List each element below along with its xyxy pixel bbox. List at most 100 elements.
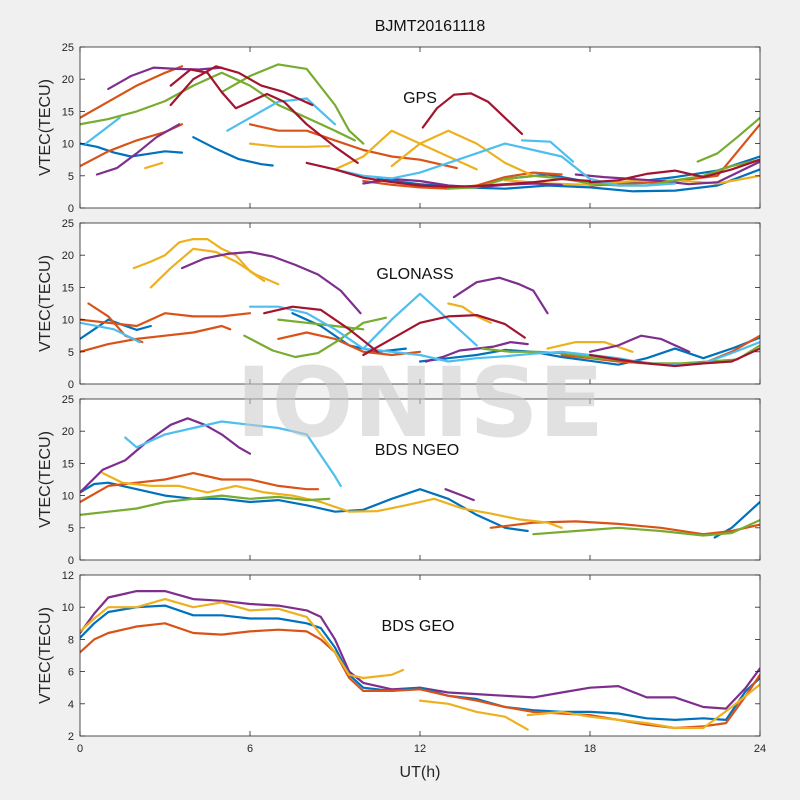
series-line — [574, 160, 760, 186]
series-line — [526, 683, 760, 730]
y-tick-label: 10 — [62, 139, 74, 151]
series-line — [80, 494, 331, 517]
y-tick-label: 6 — [68, 667, 74, 679]
panel-label: BDS GEO — [382, 618, 455, 635]
y-axis-label: VTEC(TECU) — [37, 607, 54, 704]
series-line — [226, 97, 337, 132]
series-line — [132, 238, 266, 283]
series-line — [95, 123, 181, 176]
series-line — [149, 247, 280, 289]
x-tick-label: 12 — [414, 743, 426, 755]
series-line — [444, 488, 475, 502]
y-tick-label: 20 — [62, 250, 74, 262]
y-tick-label: 0 — [68, 379, 74, 391]
x-tick-label: 18 — [584, 743, 596, 755]
series-line — [418, 336, 760, 366]
x-tick-label: 6 — [247, 743, 253, 755]
panel-label: GLONASS — [376, 266, 453, 283]
panel-2: 0 5 10 15 20 25 VTEC(TECU) GLONASS — [37, 218, 761, 391]
y-tick-label: 10 — [62, 315, 74, 327]
y-axis-label: VTEC(TECU) — [37, 79, 54, 176]
y-tick-label: 25 — [62, 42, 74, 54]
plot-area — [80, 399, 760, 560]
series-line — [169, 65, 314, 107]
y-tick-label: 4 — [68, 699, 74, 711]
series-line — [80, 597, 365, 680]
watermark: IONISE — [236, 347, 604, 459]
panel-label: GPS — [403, 90, 437, 107]
series-line — [80, 71, 356, 142]
y-axis-label: VTEC(TECU) — [37, 431, 54, 528]
y-tick-label: 15 — [62, 282, 74, 294]
series-line — [80, 318, 152, 340]
series-line — [546, 341, 634, 353]
x-tick-label: 0 — [77, 743, 83, 755]
panel-label: BDS NGEO — [375, 442, 459, 459]
series-line — [192, 136, 274, 167]
series-line — [696, 116, 760, 163]
figure-title: BJMT20161118 — [375, 18, 486, 35]
series-line — [421, 92, 524, 135]
series-group — [80, 238, 760, 368]
series-line — [588, 334, 691, 353]
y-tick-label: 20 — [62, 426, 74, 438]
series-line — [180, 250, 362, 315]
series-line — [80, 472, 320, 504]
y-tick-label: 10 — [62, 491, 74, 503]
plot-area — [80, 575, 760, 736]
series-line — [80, 324, 232, 353]
series-line — [107, 66, 223, 91]
series-group — [80, 417, 760, 539]
series-line — [520, 139, 575, 163]
y-tick-label: 12 — [62, 570, 74, 582]
y-tick-label: 20 — [62, 74, 74, 86]
series-line — [418, 699, 529, 731]
series-line — [101, 472, 563, 529]
panel-1: 0 5 10 15 20 25 VTEC(TECU) GPS — [37, 42, 761, 215]
series-line — [532, 518, 760, 537]
series-line — [220, 63, 365, 145]
panel-3: 0 5 10 15 20 25 VTEC(TECU) BDS NGEO — [37, 394, 761, 567]
series-line — [390, 129, 535, 177]
y-tick-label: 8 — [68, 634, 74, 646]
series-line — [333, 142, 677, 187]
y-tick-label: 5 — [68, 171, 74, 183]
series-line — [424, 341, 529, 363]
series-line — [447, 158, 760, 190]
series-line — [452, 276, 549, 315]
y-tick-label: 2 — [68, 731, 74, 743]
y-tick-label: 0 — [68, 555, 74, 567]
series-line — [333, 129, 478, 171]
series-line — [305, 161, 592, 188]
series-line — [124, 420, 342, 487]
y-tick-label: 15 — [62, 106, 74, 118]
series-line — [588, 158, 760, 184]
series-line — [277, 331, 422, 357]
y-tick-label: 10 — [62, 602, 74, 614]
series-group — [80, 589, 760, 731]
series-group — [80, 63, 760, 193]
y-tick-label: 15 — [62, 458, 74, 470]
series-line — [362, 314, 526, 357]
series-line — [263, 305, 379, 353]
series-line — [80, 65, 184, 119]
series-line — [248, 123, 458, 170]
y-tick-label: 5 — [68, 347, 74, 359]
y-tick-label: 25 — [62, 394, 74, 406]
series-line — [80, 312, 252, 328]
x-tick-label: 24 — [754, 743, 766, 755]
series-line — [447, 302, 492, 324]
series-line — [588, 347, 760, 368]
series-line — [277, 318, 365, 331]
y-tick-label: 5 — [68, 523, 74, 535]
series-line — [80, 417, 252, 494]
series-line — [80, 481, 529, 533]
series-line — [144, 161, 164, 170]
series-line — [362, 668, 405, 680]
series-line — [84, 116, 121, 145]
x-axis-label: UT(h) — [400, 764, 441, 781]
series-line — [243, 316, 388, 359]
